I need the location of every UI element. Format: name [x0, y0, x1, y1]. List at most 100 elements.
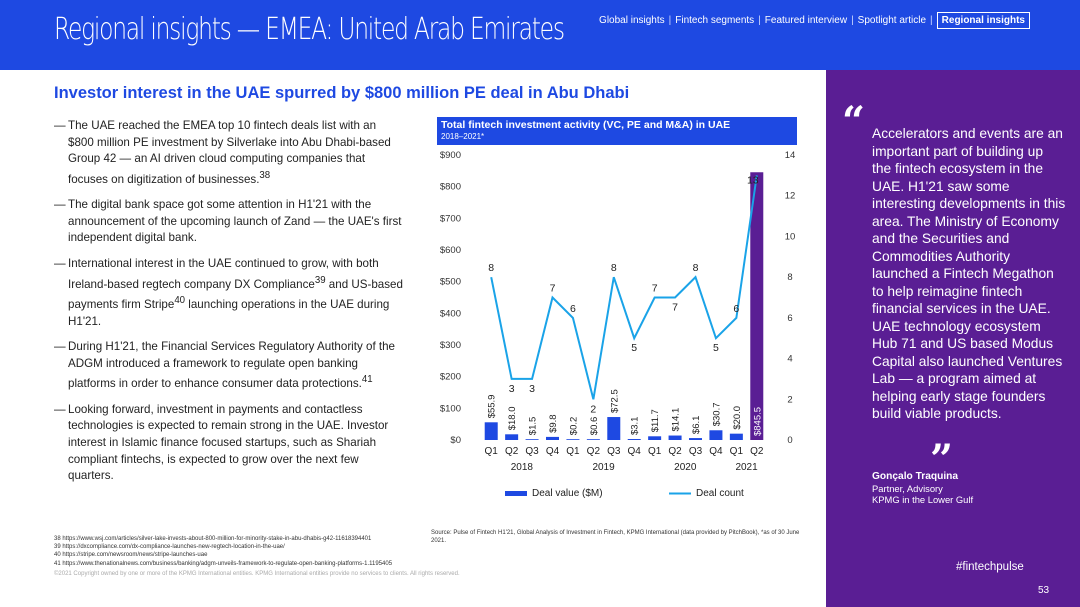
- y-right-tick-label: 2: [787, 394, 792, 405]
- footnote-link[interactable]: 40 https://stripe.com/newsroom/news/stri…: [54, 552, 208, 559]
- legend-label: Deal count: [696, 488, 744, 499]
- y-right-tick-label: 4: [787, 354, 792, 365]
- nav-spotlight-article[interactable]: Spotlight article: [857, 15, 927, 26]
- bar: [484, 422, 498, 440]
- bar-value-label: $0.6: [589, 417, 600, 436]
- footnote-link[interactable]: 39 https://dxcompliance.com/dx-complianc…: [54, 544, 285, 551]
- footnote-ref: 41: [361, 374, 373, 386]
- section-heading: Investor interest in the UAE spurred by …: [54, 84, 630, 102]
- line-value-label: 6: [570, 303, 576, 315]
- y-right-tick-label: 8: [787, 272, 792, 283]
- bar-value-label: $11.7: [650, 409, 661, 432]
- bar: [668, 435, 682, 440]
- line-value-label: 7: [652, 283, 658, 295]
- x-tick-label: Q3: [607, 446, 621, 457]
- bar-value-label: $9.8: [548, 414, 559, 433]
- bullet-item: — Looking forward, investment in payment…: [54, 402, 404, 485]
- footnote-link[interactable]: 41 https://www.thenationalnews.com/busin…: [54, 560, 393, 567]
- bar-value-label: $3.1: [630, 417, 641, 436]
- bullet-dash: —: [54, 257, 66, 271]
- y-left-tick-label: $500: [440, 277, 461, 288]
- bullet-text: The UAE reached the EMEA top 10 fintech …: [68, 119, 391, 186]
- footnote-link[interactable]: 38 https://www.wsj.com/articles/silver-l…: [54, 536, 372, 542]
- deal-count-line: [490, 175, 758, 400]
- bullet-dash: —: [54, 198, 66, 212]
- x-tick-label: Q1: [730, 446, 744, 457]
- y-right-tick-label: 10: [785, 231, 796, 242]
- bar: [689, 438, 702, 440]
- y-left-tick-label: $0: [450, 435, 461, 446]
- nav-global-insights[interactable]: Global insights: [599, 15, 665, 26]
- nav-regional-insights[interactable]: Regional insights: [936, 12, 1030, 29]
- line-value-label: 13: [747, 174, 759, 186]
- bar-value-label: $55.9: [487, 395, 498, 419]
- page-title: Regional insights — EMEA: United Arab Em…: [54, 12, 565, 47]
- y-right-tick-label: 0: [787, 435, 792, 446]
- line-value-label: 7: [672, 302, 678, 314]
- bar-value-label: $72.5: [609, 389, 620, 413]
- line-value-label: 8: [488, 262, 494, 274]
- bullet-text: The digital bank space got some attentio…: [68, 198, 402, 245]
- x-tick-label: Q2: [505, 446, 519, 457]
- bar-value-label: $30.7: [711, 402, 722, 426]
- y-left-tick-label: $900: [440, 150, 461, 161]
- nav-separator: |: [930, 15, 933, 26]
- bar-value-label: $0.2: [568, 417, 579, 436]
- header-band: Regional insights — EMEA: United Arab Em…: [0, 0, 1080, 70]
- bullet-list: — The UAE reached the EMEA top 10 fintec…: [54, 118, 404, 494]
- bullet-item: — During H1'21, the Financial Services R…: [54, 339, 404, 393]
- y-left-tick-label: $100: [440, 403, 461, 414]
- open-quote-icon: “: [842, 98, 866, 145]
- year-label: 2019: [592, 462, 615, 473]
- nav-featured-interview[interactable]: Featured interview: [764, 15, 848, 26]
- x-tick-label: Q1: [648, 446, 662, 457]
- x-tick-label: Q4: [628, 446, 642, 457]
- bar-value-label: $18.0: [507, 407, 518, 431]
- footnote-ref: 39: [314, 274, 326, 286]
- footnotes: 38 https://www.wsj.com/articles/silver-l…: [54, 535, 434, 568]
- y-left-tick-label: $400: [440, 308, 461, 319]
- bar: [648, 436, 662, 440]
- line-value-label: 5: [631, 342, 637, 354]
- bar: [729, 433, 743, 440]
- bar: [505, 434, 519, 440]
- y-right-tick-label: 12: [785, 191, 796, 202]
- line-value-label: 3: [529, 383, 535, 395]
- top-nav: Global insights | Fintech segments | Fea…: [599, 12, 1030, 29]
- bar: [586, 439, 600, 440]
- bar: [546, 436, 559, 440]
- investment-chart: $0 $100 $200 $300 $400 $500 $600 $700 $800 $900 0 2…: [440, 150, 796, 499]
- quote-role: Partner, Advisory: [872, 482, 943, 494]
- chart-panel: Total fintech investment activity (VC, P…: [437, 117, 799, 509]
- line-value-label: 5: [713, 342, 719, 354]
- y-right-tick-label: 14: [785, 150, 796, 161]
- legend-label: Deal value ($M): [532, 488, 603, 499]
- chart-title-bar: Total fintech investment activity (VC, P…: [437, 117, 797, 145]
- y-left-tick-label: $600: [440, 245, 461, 256]
- bar: [750, 172, 764, 440]
- footnote-ref: 40: [174, 295, 186, 307]
- bullet-text: and US-based payments firm Stripe: [68, 277, 403, 311]
- year-label: 2018: [511, 462, 534, 473]
- x-tick-label: Q3: [525, 446, 539, 457]
- quote-author: Gonçalo Traquina: [872, 471, 959, 482]
- bullet-dash: —: [54, 119, 66, 132]
- x-tick-label: Q1: [566, 446, 580, 457]
- y-left-tick-label: $700: [440, 213, 461, 224]
- x-tick-label: Q2: [668, 446, 682, 457]
- legend-bar-swatch: [505, 491, 527, 496]
- bar: [566, 439, 580, 440]
- bar-value-label: $6.1: [691, 416, 702, 435]
- line-value-label: 2: [590, 403, 596, 415]
- year-label: 2020: [674, 462, 697, 473]
- x-tick-label: Q3: [689, 446, 703, 457]
- chart-source: Source: Pulse of Fintech H1'21, Global A…: [431, 530, 800, 544]
- nav-fintech-segments[interactable]: Fintech segments: [675, 15, 755, 26]
- nav-separator: |: [758, 15, 761, 26]
- bullet-text: launching operations in the UAE during H…: [68, 297, 390, 328]
- x-tick-label: Q1: [485, 446, 499, 457]
- close-quote-icon: ”: [930, 436, 954, 483]
- bar: [607, 417, 621, 440]
- hashtag[interactable]: #fintechpulse: [956, 561, 1024, 573]
- bar-value-label: $14.1: [671, 408, 682, 432]
